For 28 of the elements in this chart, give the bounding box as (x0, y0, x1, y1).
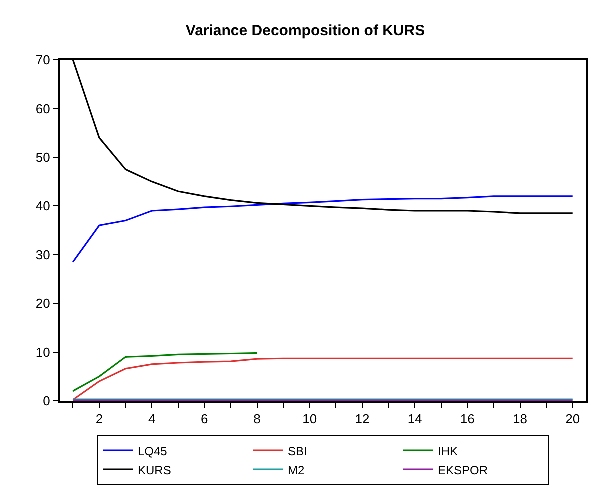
x-tick-label: 10 (302, 412, 318, 427)
x-tick-label: 4 (148, 412, 156, 427)
x-tick-label: 12 (355, 412, 370, 427)
x-tick-label: 20 (566, 412, 580, 427)
x-tick-label: 2 (96, 412, 104, 427)
y-tick-label: 30 (36, 247, 50, 262)
legend-label: SBI (288, 444, 308, 458)
x-tick-label: 6 (201, 412, 208, 427)
chart-title: Variance Decomposition of KURS (186, 22, 426, 40)
line-series (72, 196, 574, 263)
y-tick-label: 70 (36, 52, 50, 68)
x-tick-label: 8 (254, 412, 261, 427)
x-tick-label: 16 (460, 412, 475, 427)
y-tick-label: 20 (36, 296, 50, 312)
y-tick-label: 10 (36, 344, 50, 360)
legend-label: M2 (288, 463, 305, 478)
line-series (72, 358, 574, 401)
y-tick-label: 60 (36, 101, 50, 116)
legend-label: LQ45 (138, 444, 168, 458)
x-tick-label: 14 (408, 412, 422, 427)
legend-label: KURS (138, 463, 172, 478)
y-tick-label: 40 (36, 198, 50, 214)
y-tick-label: 0 (43, 394, 50, 409)
x-tick-label: 18 (513, 412, 528, 427)
line-series (72, 352, 258, 392)
legend-label: IHK (438, 444, 458, 458)
legend-label: EKSPOR (438, 463, 488, 478)
y-tick-label: 50 (36, 150, 50, 165)
